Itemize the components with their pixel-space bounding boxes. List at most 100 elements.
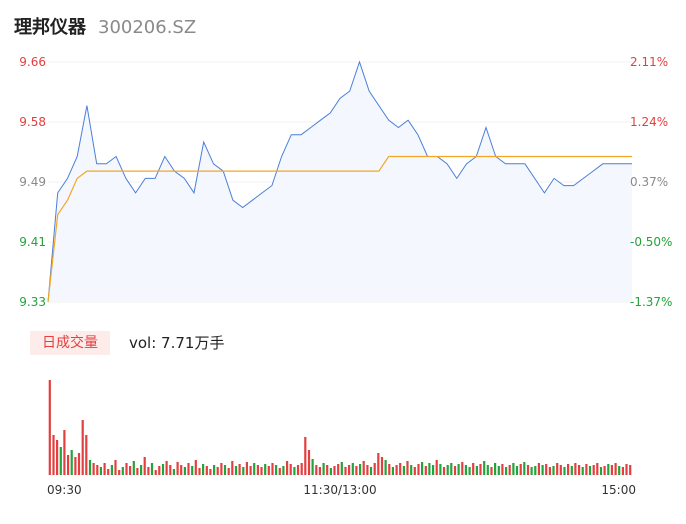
volume-bar: [545, 464, 548, 475]
volume-bar: [99, 467, 102, 475]
volume-bar: [479, 464, 482, 475]
volume-bar: [63, 430, 66, 475]
volume-bar: [191, 466, 194, 475]
stock-code: 300206.SZ: [98, 17, 197, 38]
volume-bar: [406, 461, 409, 475]
stock-name: 理邦仪器: [14, 17, 86, 38]
volume-bar: [413, 467, 416, 475]
volume-bar: [621, 467, 624, 475]
volume-bar: [369, 467, 373, 475]
volume-bar: [596, 463, 599, 475]
volume-bar: [278, 468, 281, 475]
volume-bar: [304, 437, 307, 475]
volume-bar: [490, 467, 493, 475]
volume-bar: [475, 466, 478, 475]
volume-bar: [110, 465, 113, 475]
volume-bar: [446, 465, 449, 475]
volume-bar: [286, 461, 289, 475]
volume-bar: [260, 467, 263, 475]
volume-bar: [311, 459, 314, 475]
volume-bar: [373, 463, 376, 475]
volume-bar: [424, 466, 427, 475]
volume-bar: [464, 465, 467, 475]
volume-bar: [88, 460, 92, 475]
volume-bar: [581, 467, 584, 475]
volume-bar: [567, 464, 570, 475]
volume-bar: [333, 466, 336, 475]
volume-bar: [271, 463, 274, 475]
percent-tick-label: 1.24%: [630, 115, 668, 129]
volume-bar: [453, 466, 457, 475]
volume-bar: [150, 463, 154, 475]
price-tick-label: 9.66: [19, 55, 46, 69]
volume-bar: [399, 463, 402, 475]
volume-bar: [198, 468, 201, 475]
volume-bar: [494, 463, 497, 475]
volume-bar: [417, 464, 420, 475]
volume-bar: [377, 453, 380, 475]
price-axis-ticks: 9.66 2.11% 9.58 1.24% 9.49 0.37% 9.41 -0.50% 9.3…: [19, 55, 672, 309]
volume-bar: [96, 465, 99, 475]
volume-bar: [472, 463, 475, 475]
time-axis-ticks: 09:30 11:30/13:00 15:00: [47, 483, 636, 497]
volume-bar: [599, 467, 603, 475]
volume-bar: [391, 467, 394, 475]
volume-bar: [202, 464, 205, 475]
volume-bar: [421, 462, 424, 475]
volume-bar: [158, 466, 161, 475]
percent-tick-label: 0.37%: [630, 175, 668, 189]
volume-bar: [300, 463, 303, 475]
volume-bar: [603, 466, 606, 475]
volume-bar: [461, 462, 464, 475]
volume-bar: [355, 466, 358, 475]
volume-bar: [256, 465, 259, 475]
stock-title: 理邦仪器 300206.SZ: [14, 13, 196, 39]
volume-bar: [169, 465, 172, 475]
volume-bars: [48, 380, 632, 475]
volume-bar: [530, 467, 533, 475]
volume-bar: [183, 467, 186, 475]
volume-bar: [442, 467, 446, 475]
volume-bar: [556, 463, 559, 475]
volume-bar: [380, 457, 384, 475]
volume-bar: [610, 465, 613, 475]
volume-bar: [194, 460, 197, 475]
volume-bar: [282, 466, 285, 475]
volume-bar: [410, 465, 413, 475]
volume-bar: [574, 463, 577, 475]
price-area-fill: [48, 62, 632, 302]
volume-bar: [585, 464, 588, 475]
volume-bar: [223, 465, 227, 475]
volume-bar: [512, 463, 515, 475]
volume-bar: [107, 469, 110, 475]
price-tick-label: 9.49: [19, 175, 46, 189]
volume-bar: [118, 470, 121, 475]
volume-bar: [366, 465, 369, 475]
volume-badge: 日成交量: [30, 331, 110, 355]
volume-bar: [592, 465, 595, 475]
volume-bar: [253, 463, 256, 475]
volume-bar: [74, 457, 77, 475]
volume-bar: [388, 464, 391, 475]
volume-bar: [515, 466, 519, 475]
volume-bar: [136, 468, 139, 475]
volume-bar: [362, 461, 365, 475]
volume-bar: [359, 464, 362, 475]
volume-bar: [234, 466, 238, 475]
price-tick-label: 9.58: [19, 115, 46, 129]
volume-bar: [220, 463, 223, 475]
percent-tick-label: 2.11%: [630, 55, 668, 69]
volume-bar: [318, 467, 321, 475]
volume-bar: [92, 463, 95, 475]
volume-bar: [77, 453, 81, 475]
volume-bar: [384, 460, 387, 475]
volume-bar: [497, 466, 500, 475]
time-tick-label: 15:00: [601, 483, 636, 497]
volume-bar: [213, 465, 216, 475]
volume-bar: [578, 465, 581, 475]
volume-bar: [81, 420, 84, 475]
volume-bar: [165, 461, 168, 475]
volume-bar: [501, 464, 504, 475]
volume-bar: [242, 467, 245, 475]
